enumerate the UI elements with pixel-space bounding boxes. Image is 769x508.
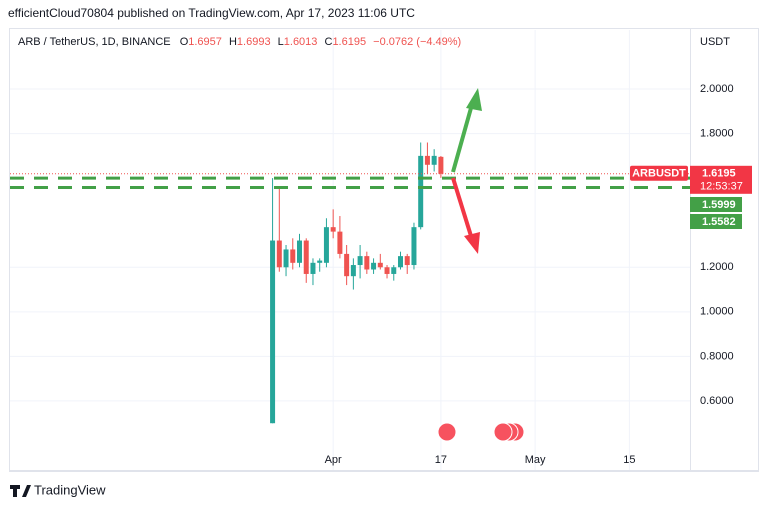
candle-body [424,155,430,165]
countdown: 12:53:37 [700,181,743,193]
candle-body [283,249,289,268]
candle-body [391,267,397,274]
level-label: 1.5582 [702,216,736,228]
symbol-title: ARB / TetherUS, 1D, BINANCE [18,36,171,48]
candle-body [397,256,403,268]
footer: TradingView [34,482,106,497]
candle-body [371,262,377,270]
candle-body [303,240,309,274]
x-tick-label: Apr [325,454,342,466]
candle-body [323,227,329,263]
candle-body [276,240,282,268]
change: −0.0762 (−4.49%) [373,36,461,48]
candle-body [350,265,356,277]
candle-body [330,227,336,232]
y-tick-label: 0.6000 [700,395,734,407]
ohlc-letter: H [229,36,237,48]
high-value: 1.6993 [237,36,271,48]
currency: USDT [700,36,730,48]
x-tick-label: May [525,454,546,466]
candle-body [344,253,350,277]
logo: TradingView [10,482,106,497]
arrow-up-head [466,88,482,111]
arrow-up-shaft [451,107,473,173]
level-label-box [690,197,742,212]
frame [9,28,759,472]
y-tick-label: 0.8000 [700,350,734,362]
candle-body [431,155,437,165]
open-value: 1.6957 [188,36,222,48]
candle-body [310,262,316,274]
symbol-label-box [630,165,688,181]
candle-body [404,256,410,266]
arrow-down-shaft [451,177,473,237]
candle-body [411,227,417,266]
plot [10,142,690,424]
y-tick-label: 1.0000 [700,306,734,318]
candle-body [377,262,383,268]
candle-body [337,231,343,254]
x-tick-label: 17 [435,454,447,466]
candle-body [357,256,363,266]
level-label-box [690,214,742,229]
ohlc-letter: O [180,36,189,48]
logo-mark [10,485,31,497]
ohlc-letter: L [278,36,284,48]
event-flag [493,422,513,442]
event-icons [437,422,525,442]
candle-body [290,249,296,263]
y-tick-label: 2.0000 [700,83,734,95]
candle-body [364,256,370,270]
close-value: 1.6195 [332,36,366,48]
price-label: 1.6195 [702,168,736,180]
header: efficientCloud70804 published on Trading… [8,6,415,20]
candle-body [438,156,444,174]
arrows [451,88,482,254]
candle-body [384,267,390,274]
price-label-box [690,165,752,194]
candle-body [317,260,323,263]
candle-body [418,155,424,228]
y-tick-label: 1.2000 [700,261,734,273]
x-tick-label: 15 [623,454,635,466]
candle-body [270,240,276,424]
level-label: 1.5999 [702,199,736,211]
y-tick-label: 1.8000 [700,128,734,140]
low-value: 1.6013 [284,36,318,48]
symbol-label: ARBUSDT [632,168,686,180]
event-flag [437,422,457,442]
candle-body [297,240,303,263]
arrow-down-head [464,232,480,254]
legend: ARB / TetherUS, 1D, BINANCE O1.6957 H1.6… [18,36,461,48]
ohlc-letter: C [324,36,332,48]
grid [10,30,690,470]
